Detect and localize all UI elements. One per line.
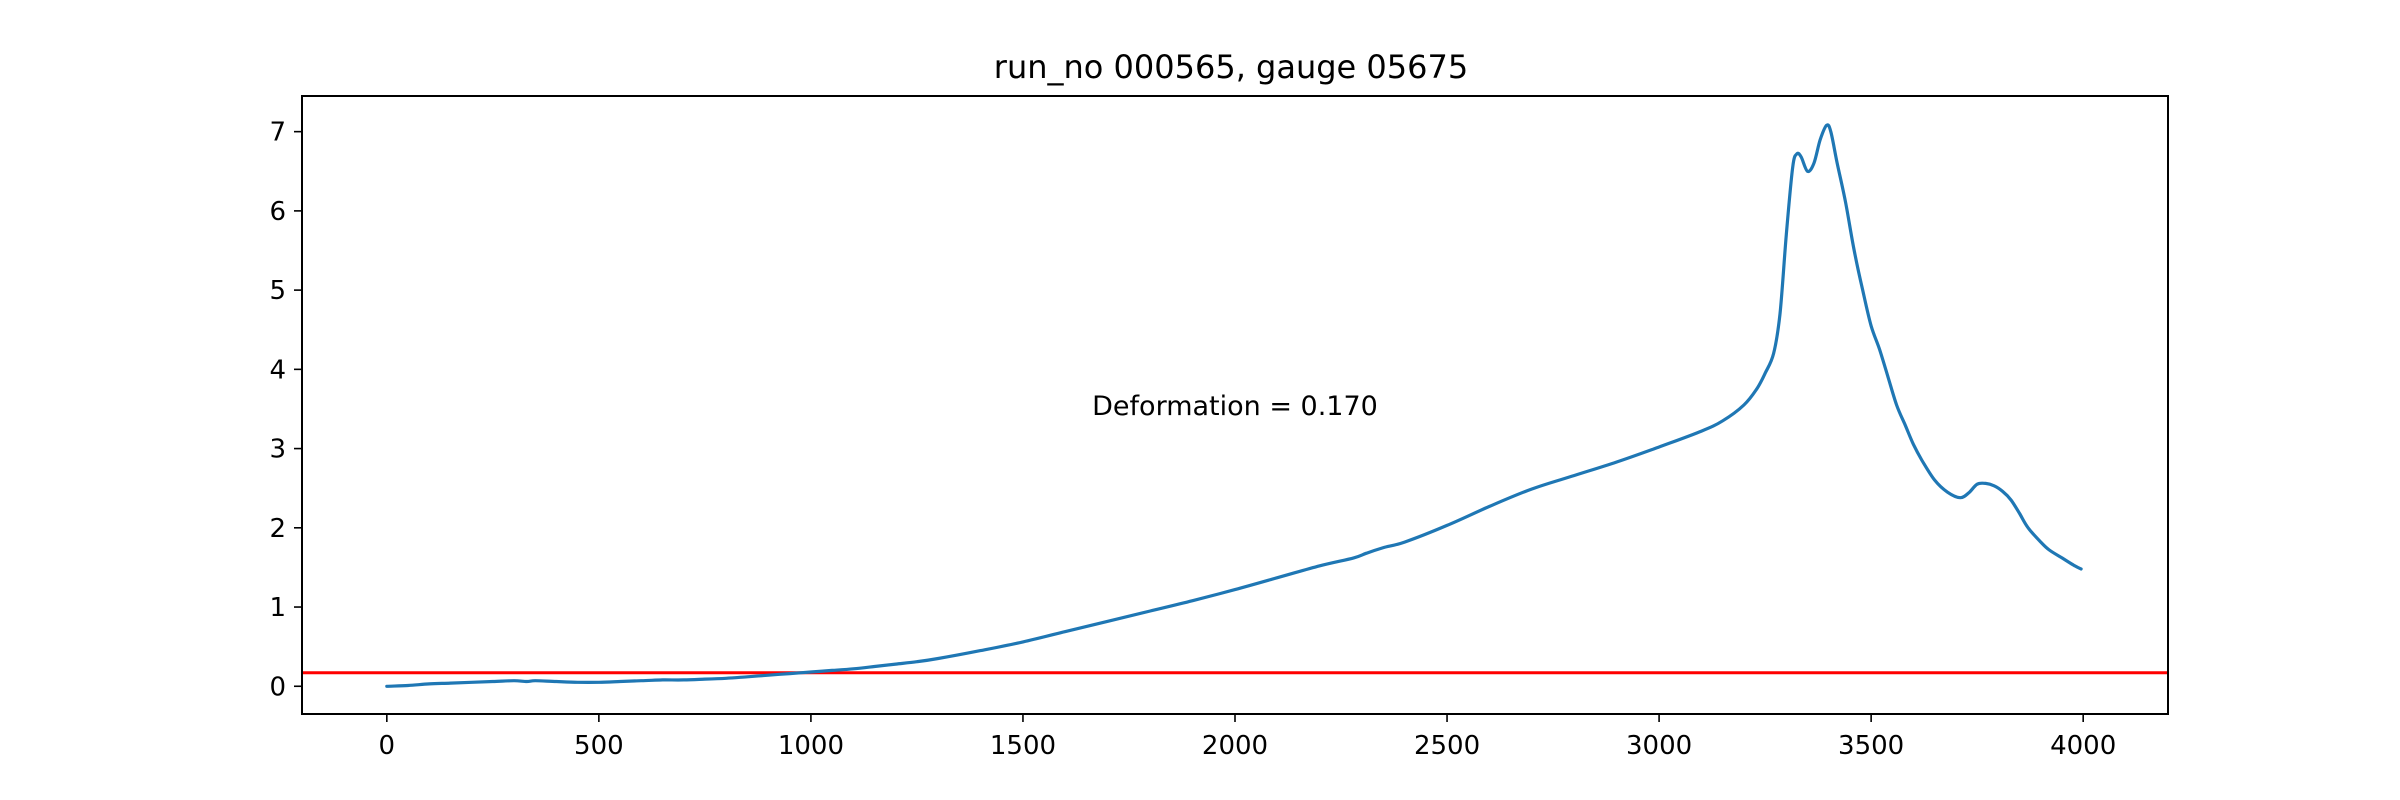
y-axis: 0 1 2 3 4 5 6 7 bbox=[269, 118, 302, 702]
x-tick-label: 2500 bbox=[1414, 731, 1480, 761]
y-tick-label: 1 bbox=[269, 593, 286, 623]
x-tick-label: 500 bbox=[574, 731, 624, 761]
y-tick-label: 0 bbox=[269, 672, 286, 702]
plot-frame bbox=[301, 95, 2169, 715]
x-tick-label: 3500 bbox=[1838, 731, 1904, 761]
x-tick-label: 1500 bbox=[990, 731, 1056, 761]
x-tick-label: 2000 bbox=[1202, 731, 1268, 761]
y-tick-label: 3 bbox=[269, 435, 286, 465]
y-tick-label: 7 bbox=[269, 118, 286, 148]
x-tick-label: 4000 bbox=[2050, 731, 2116, 761]
x-tick-label: 3000 bbox=[1626, 731, 1692, 761]
deformation-annotation: Deformation = 0.170 bbox=[1092, 391, 1378, 422]
y-tick-label: 6 bbox=[269, 197, 286, 227]
series-line bbox=[385, 123, 2083, 688]
y-tick-label: 4 bbox=[269, 355, 286, 385]
x-tick-label: 0 bbox=[379, 731, 396, 761]
x-tick-label: 1000 bbox=[778, 731, 844, 761]
y-tick-label: 5 bbox=[269, 276, 286, 306]
chart-title: run_no 000565, gauge 05675 bbox=[994, 48, 1468, 86]
x-axis: 0 500 1000 1500 2000 2500 3000 3500 4000 bbox=[379, 714, 2116, 761]
y-tick-label: 2 bbox=[269, 514, 286, 544]
